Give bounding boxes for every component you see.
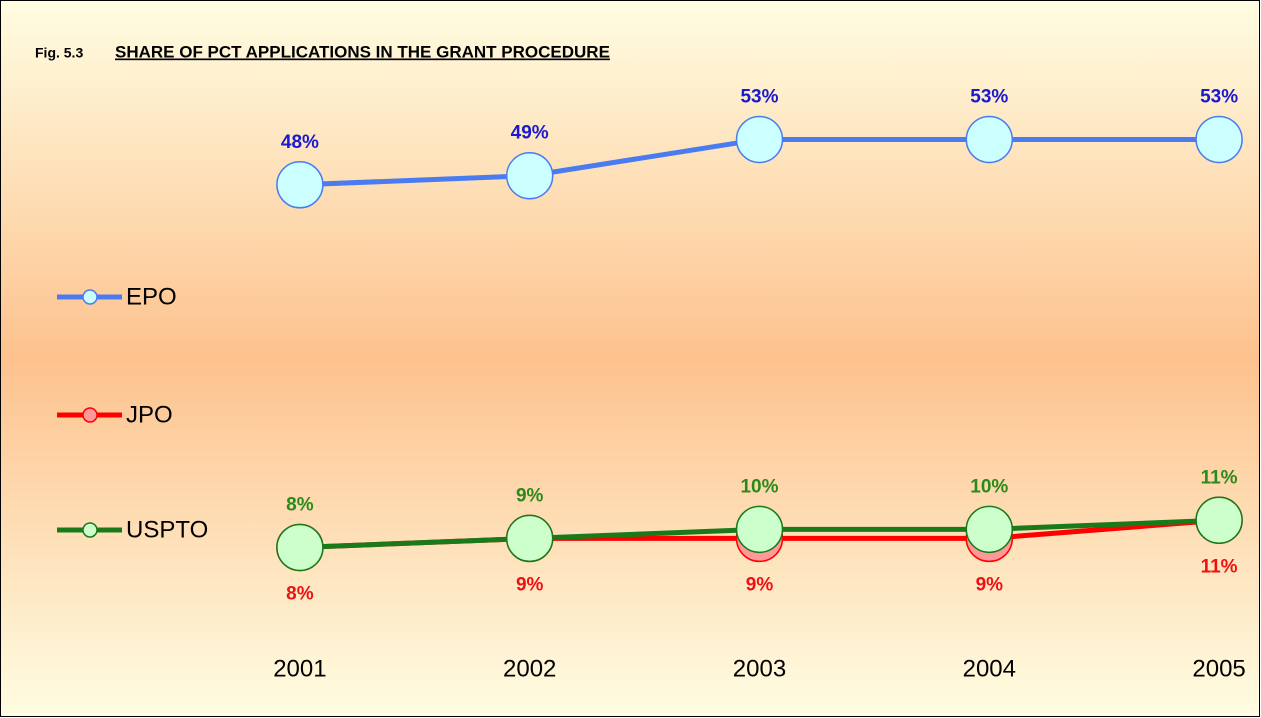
legend-marker (82, 407, 98, 423)
chart-title: SHARE OF PCT APPLICATIONS IN THE GRANT P… (115, 42, 610, 61)
data-label: 48% (281, 132, 319, 153)
data-label: 9% (516, 485, 544, 506)
marker (505, 151, 554, 200)
data-label: 10% (970, 476, 1008, 497)
data-label: 10% (740, 476, 778, 497)
x-tick-label: 2003 (733, 655, 786, 682)
marker (1195, 496, 1243, 545)
legend-label: USPTO (126, 516, 208, 543)
legend-marker (82, 289, 98, 305)
legend-marker (82, 522, 98, 538)
data-label: 11% (1201, 556, 1238, 577)
data-label: 8% (286, 494, 314, 515)
figure-label: Fig. 5.3 (35, 45, 83, 61)
data-label: 9% (976, 574, 1004, 595)
x-tick-label: 2004 (963, 655, 1016, 682)
data-label: 8% (286, 583, 314, 604)
marker (1195, 115, 1243, 164)
data-label: 9% (516, 574, 544, 595)
data-label: 53% (1200, 86, 1238, 107)
data-label: 11% (1201, 467, 1238, 488)
data-label: 9% (746, 574, 774, 595)
marker (276, 161, 324, 209)
marker (276, 523, 324, 572)
marker (735, 505, 784, 554)
marker (965, 115, 1014, 164)
data-label: 53% (970, 86, 1008, 107)
x-tick-label: 2002 (503, 655, 556, 682)
data-label: 53% (740, 86, 778, 107)
marker (735, 115, 784, 164)
marker (965, 505, 1014, 554)
x-tick-label: 2001 (273, 655, 326, 682)
data-label: 49% (511, 123, 549, 144)
legend-label: JPO (126, 401, 173, 428)
x-tick-label: 2005 (1192, 655, 1245, 682)
legend-label: EPO (126, 283, 177, 310)
marker (505, 514, 554, 563)
